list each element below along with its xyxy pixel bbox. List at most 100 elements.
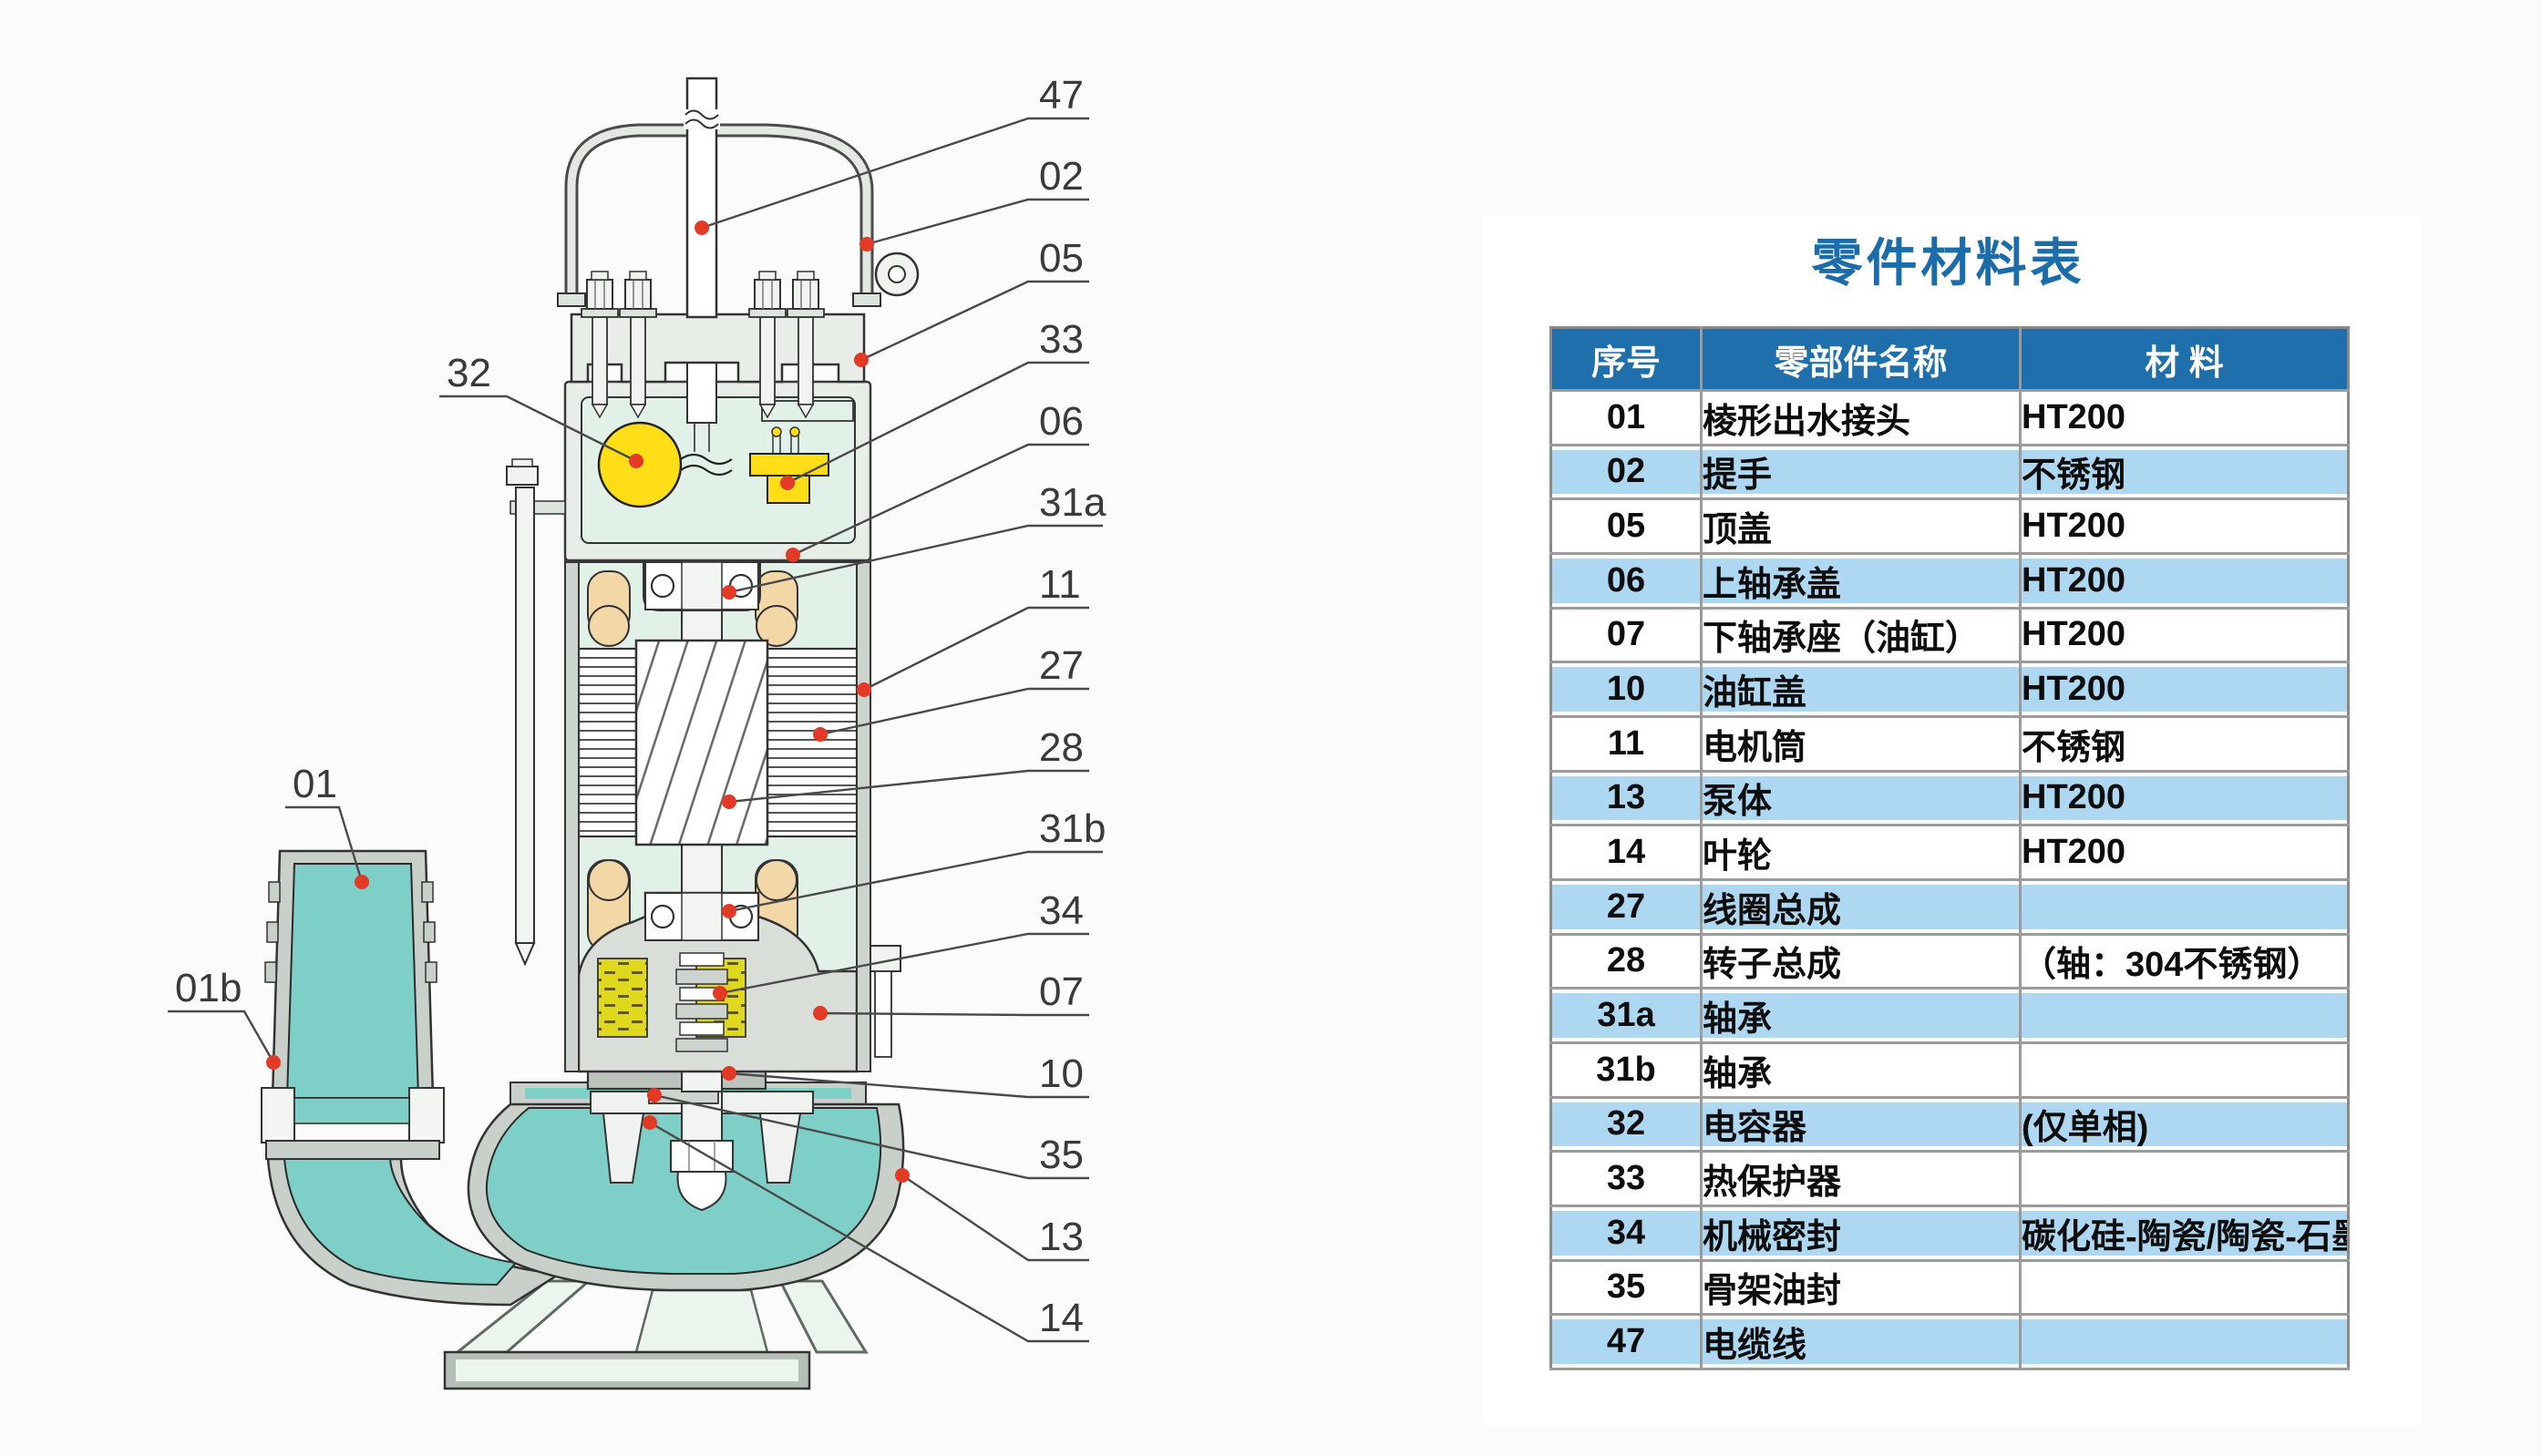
outlet-connector (261, 849, 445, 1160)
cell-part-name: 棱形出水接头 (1701, 390, 2022, 446)
bearing-31b (644, 892, 759, 941)
bearing-31a-inner (681, 561, 723, 610)
protector-bar (749, 453, 829, 477)
cell-serial: 28 (1550, 934, 1703, 990)
top-cover-body (570, 313, 866, 384)
cell-material: HT200 (2020, 498, 2349, 555)
leader-dot-28 (722, 795, 736, 809)
callout-01: 01 (293, 762, 337, 806)
pump-diagram-area: 47 02 05 33 06 31a 11 27 28 31b 34 07 10… (0, 0, 1230, 1451)
capacitor-wire (680, 464, 733, 477)
bolt-shaft (592, 316, 608, 405)
callout-33: 33 (1039, 317, 1084, 362)
leader-dot-01b (266, 1055, 281, 1070)
pipe-barb (266, 921, 279, 943)
cell-serial: 13 (1550, 771, 1703, 827)
cell-material: HT200 (2020, 661, 2349, 718)
cell-serial: 32 (1550, 1097, 1703, 1154)
cell-part-name: 电机筒 (1701, 716, 2022, 773)
rotor-core (634, 639, 769, 846)
leader-33 (787, 361, 1089, 485)
pipe-barb (425, 961, 437, 983)
strap-tip (514, 942, 536, 967)
lifting-handle (557, 123, 920, 307)
table-row: 13 泵体 HT200 (1550, 771, 2349, 827)
cell-part-name: 线圈总成 (1701, 879, 2022, 936)
table-row: 06 上轴承盖 HT200 (1550, 553, 2349, 610)
leader-32 (439, 395, 637, 463)
leader-31a (728, 524, 1103, 594)
cell-serial: 31a (1550, 988, 1703, 1044)
callout-31b: 31b (1039, 806, 1106, 851)
table-title: 零件材料表 (1811, 234, 2085, 292)
leader-dot-34 (713, 986, 727, 1000)
callout-13: 13 (1039, 1215, 1084, 1259)
base-leg-right (777, 1279, 869, 1354)
callout-07: 07 (1039, 969, 1084, 1014)
callout-14: 14 (1039, 1296, 1084, 1340)
cell-part-name: 泵体 (1701, 771, 2022, 827)
leader-28 (728, 769, 1089, 804)
impeller-cap (676, 1171, 727, 1212)
cell-part-name: 轴承 (1701, 1042, 2022, 1099)
electrical-chamber (563, 362, 872, 562)
pump-cross-section: 47 02 05 33 06 31a 11 27 28 31b 34 07 10… (168, 73, 1106, 1390)
bolt-washer (581, 308, 619, 318)
leader-dot-31a (722, 585, 736, 600)
protector-pin-cap (771, 426, 782, 437)
side-strap (506, 458, 566, 967)
top-cover (570, 271, 866, 419)
bolt-cap (797, 271, 815, 281)
leader-06 (792, 443, 1089, 557)
impeller-vane-left (602, 1113, 645, 1184)
seal-ring (679, 952, 725, 967)
outlet-flange-block-right (408, 1087, 445, 1143)
cell-material (2020, 988, 2349, 1044)
pipe-barb (268, 881, 281, 903)
pipe-barb (421, 881, 434, 903)
leader-01b (168, 1010, 275, 1063)
stator-lamination-right (766, 647, 859, 838)
leader-dot-35 (647, 1088, 662, 1102)
cell-material: （轴：304不锈钢） (2020, 934, 2349, 990)
bolt-head (792, 279, 819, 310)
cell-serial: 05 (1550, 498, 1703, 555)
bolt-washer (619, 308, 657, 318)
cell-part-name: 转子总成 (1701, 934, 2022, 990)
cell-part-name: 油缸盖 (1701, 661, 2022, 718)
leader-lines (168, 117, 1103, 1343)
cell-serial: 11 (1550, 716, 1703, 773)
motor-tube-wall-left (564, 559, 580, 1072)
capacitor-wire (680, 453, 733, 466)
table-row: 33 热保护器 (1550, 1151, 2349, 1207)
leader-05 (860, 280, 1089, 362)
cell-material: HT200 (2020, 390, 2349, 446)
base-stand (443, 1279, 869, 1390)
leader-34 (719, 932, 1089, 995)
cover-bolt (787, 271, 825, 419)
header-part-name: 零部件名称 (1701, 327, 2022, 392)
bolt-tip (591, 404, 609, 419)
seal-ring (675, 1038, 728, 1052)
outlet-flange-plate (265, 1140, 440, 1160)
table-row: 27 线圈总成 (1550, 879, 2349, 936)
pipe-barb (264, 961, 277, 983)
impeller (590, 1091, 814, 1212)
leader-dot-14 (643, 1115, 657, 1130)
strap-bar (515, 487, 535, 944)
cell-serial: 07 (1550, 608, 1703, 664)
leader-dot-32 (629, 454, 643, 468)
cover-bolt (581, 271, 619, 419)
power-cable (684, 77, 720, 319)
cell-part-name: 骨架油封 (1701, 1260, 2022, 1317)
cell-part-name: 上轴承盖 (1701, 553, 2022, 610)
handle-foot-left (557, 292, 586, 307)
handle-arch-outer (564, 123, 874, 304)
channel-water (283, 1158, 518, 1287)
impeller-vane-right (758, 1113, 802, 1184)
bolt-cap (758, 271, 777, 281)
cell-material (2020, 1151, 2349, 1207)
leader-07 (819, 1011, 1089, 1017)
table-row: 31a 轴承 (1550, 988, 2349, 1044)
handle-foot-right (852, 292, 881, 307)
